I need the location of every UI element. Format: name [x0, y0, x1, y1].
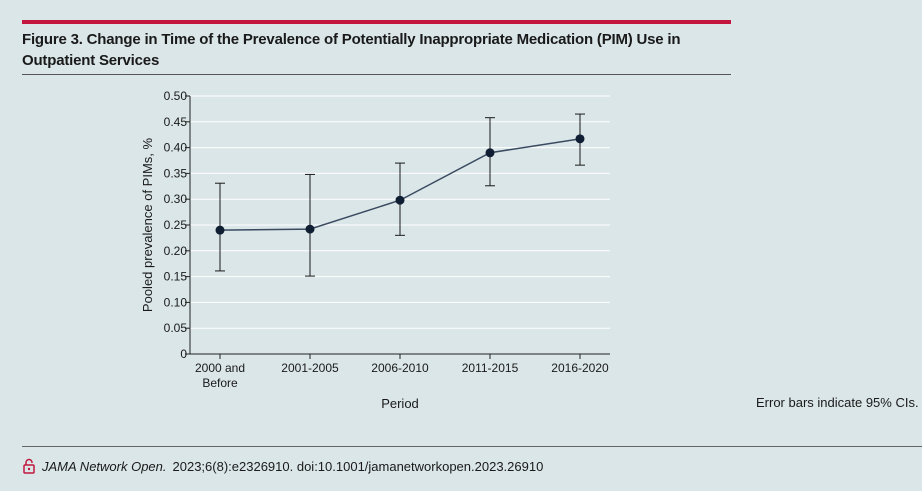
data-point	[215, 225, 225, 235]
open-lock-icon	[23, 458, 35, 474]
line-chart: 0 0.05 0.10 0.15 0.20 0.25 0.30 0.35 0.40 0.45 0.5…	[140, 89, 610, 411]
title-divider	[22, 74, 731, 75]
data-point	[485, 148, 495, 158]
footer-divider	[22, 446, 922, 447]
y-tick-label: 0.45	[164, 115, 188, 129]
x-tick-label: 2016-2020	[551, 361, 609, 375]
y-tick-label: 0.35	[164, 166, 188, 180]
x-tick-label: 2011-2015	[462, 361, 519, 375]
y-tick-label: 0.30	[164, 192, 188, 206]
citation-details: 2023;6(8):e2326910. doi:10.1001/jamanetw…	[172, 458, 544, 474]
x-axis-label: Period	[381, 396, 419, 411]
y-tick-label: 0.10	[164, 295, 188, 309]
data-point	[575, 134, 585, 144]
y-tick-label: 0.15	[164, 270, 188, 284]
citation-journal: JAMA Network Open.	[42, 458, 167, 474]
y-tick-label: 0.05	[164, 321, 188, 335]
y-tick-label: 0.50	[164, 89, 188, 103]
figure-title: Figure 3. Change in Time of the Prevalen…	[22, 31, 681, 69]
y-tick-label: 0.40	[164, 141, 188, 155]
citation: JAMA Network Open. 2023;6(8):e2326910. d…	[22, 458, 543, 474]
y-tick-label: 0.20	[164, 244, 188, 258]
data-point	[395, 195, 405, 205]
x-tick-label: 2001-2005	[281, 361, 339, 375]
y-tick-label: 0	[180, 347, 187, 361]
x-tick-label: 2006-2010	[371, 361, 429, 375]
error-bar-note: Error bars indicate 95% CIs.	[756, 395, 919, 410]
y-tick-label: 0.25	[164, 218, 188, 232]
data-point	[305, 224, 315, 234]
accent-top-rule	[22, 20, 731, 24]
x-tick-label: 2000 and Before	[195, 361, 245, 390]
y-axis-label: Pooled prevalence of PIMs, %	[140, 137, 155, 312]
